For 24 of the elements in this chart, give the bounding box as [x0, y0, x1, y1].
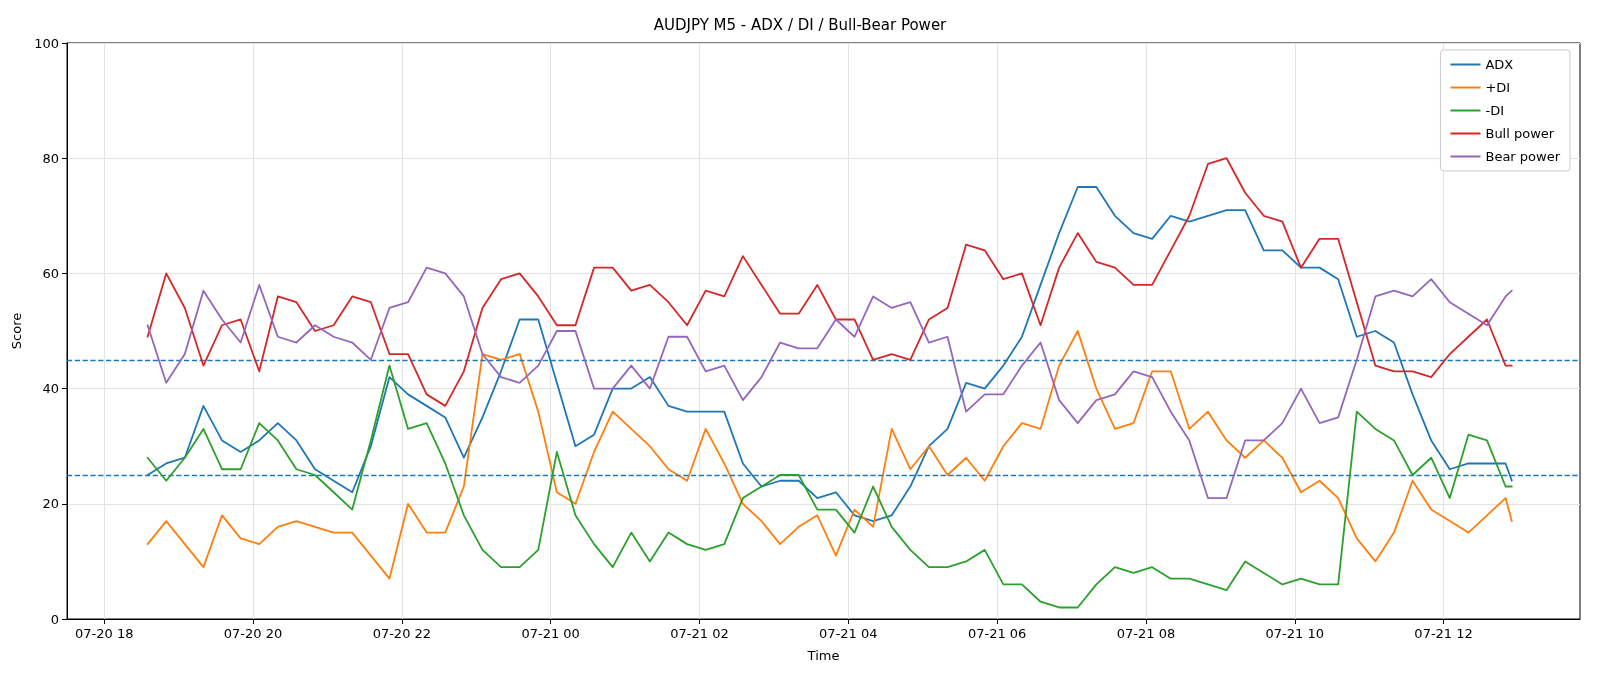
- legend-label: Bull power: [1485, 126, 1555, 141]
- x-tick-label: 07-21 00: [521, 626, 580, 641]
- x-tick-label: 07-21 10: [1265, 626, 1324, 641]
- chart-title: AUDJPY M5 - ADX / DI / Bull-Bear Power: [653, 15, 948, 34]
- legend-label: -DI: [1485, 103, 1505, 118]
- x-tick-label: 07-20 22: [372, 626, 432, 641]
- y-tick-label: 40: [42, 381, 59, 397]
- legend-label: Bear power: [1485, 149, 1561, 164]
- x-tick-label: 07-21 08: [1116, 626, 1176, 641]
- legend-label: +DI: [1485, 80, 1511, 95]
- x-tick-label: 07-20 20: [223, 626, 283, 641]
- y-axis-title: Score: [9, 312, 25, 350]
- x-tick-label: 07-21 02: [670, 626, 729, 641]
- y-tick-label: 100: [34, 35, 59, 51]
- y-tick-label: 0: [50, 611, 59, 627]
- y-tick-label: 20: [42, 496, 59, 512]
- x-tick-label: 07-21 04: [819, 626, 878, 641]
- x-tick-label: 07-20 18: [74, 626, 134, 641]
- legend-label: ADX: [1485, 57, 1514, 72]
- x-tick-label: 07-21 12: [1414, 626, 1473, 641]
- x-tick-label: 07-21 06: [967, 626, 1027, 641]
- y-tick-label: 60: [42, 265, 59, 281]
- x-axis-title: Time: [806, 648, 840, 663]
- y-tick-label: 80: [42, 150, 59, 166]
